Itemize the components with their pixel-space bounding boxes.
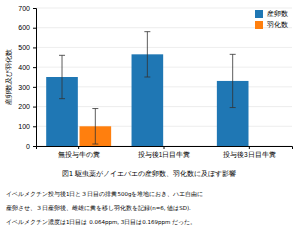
error-cap	[144, 77, 150, 78]
tick-label: 500	[18, 44, 30, 51]
note: イベルメクチン投与後1日と３日目の排糞500gを堆地におき、ハエ自由に	[6, 191, 204, 198]
y-tick: 600	[18, 24, 36, 31]
error-line	[147, 32, 148, 77]
tick-label: 投与後1日目牛糞	[137, 151, 191, 159]
bars	[46, 32, 248, 146]
legend-item: 産卵数	[255, 10, 288, 18]
tick-label: 700	[18, 5, 30, 12]
tick-label: 100	[18, 123, 30, 130]
note: イベルメクチン濃度は1日目は 0.064ppm, 3日目は0.169ppm だっ…	[6, 218, 196, 226]
error-bar	[92, 109, 98, 144]
error-cap	[59, 55, 65, 56]
legend-item: 羽化数	[255, 21, 288, 29]
y-tick: 300	[18, 84, 36, 91]
tick-label: 600	[18, 24, 30, 31]
y-tick: 100	[18, 123, 36, 130]
tick-mark	[33, 107, 36, 108]
tick-mark	[33, 146, 36, 147]
error-line	[62, 55, 63, 98]
legend-swatch	[255, 21, 263, 29]
error-line	[95, 109, 96, 144]
legend-label: 羽化数	[266, 21, 288, 29]
y-tick: 500	[18, 44, 36, 51]
error-cap	[230, 107, 236, 108]
x-axis: 無投与牛の糞 投与後1日目牛糞 投与後3日目牛糞	[37, 146, 293, 159]
tick-label: 400	[18, 64, 30, 71]
tick-label: 無投与牛の糞	[58, 151, 100, 159]
series	[79, 109, 111, 146]
error-bar	[144, 32, 150, 77]
tick-label: 300	[18, 84, 30, 91]
grid-line	[36, 67, 292, 68]
x-tick: 投与後3日目牛糞	[222, 146, 276, 159]
legend: 産卵数羽化数	[255, 10, 288, 29]
tick-label: 200	[18, 103, 30, 110]
x-tick: 投与後1日目牛糞	[137, 146, 191, 159]
tick-mark	[33, 47, 36, 48]
grid-line	[36, 8, 292, 9]
grid	[36, 8, 292, 146]
note: 産卵させ、３日産卵後、雌雄に糞を移し羽化数を記録(n=6, 値はSD).	[6, 204, 191, 211]
plot: 0 100 200 300 400 500 600 700 無投与牛の糞 投与後1日目牛糞 投与後3…	[18, 5, 292, 159]
grid-line	[36, 47, 292, 48]
tick-label: 0	[26, 143, 30, 150]
error-cap	[92, 144, 98, 145]
axis-line	[37, 147, 293, 150]
x-tick: 無投与牛の糞	[58, 146, 100, 159]
y-axis-label: 産卵数及び羽化数	[5, 49, 13, 105]
y-tick: 0	[26, 143, 36, 150]
tick-mark	[33, 67, 36, 68]
grid-line	[36, 27, 292, 28]
tick-label: 投与後3日目牛糞	[222, 151, 276, 159]
tick-mark	[78, 146, 79, 149]
y-tick: 200	[18, 103, 36, 110]
error-line	[232, 54, 233, 107]
series	[46, 32, 248, 146]
y-tick: 700	[18, 5, 36, 12]
error-cap	[92, 108, 98, 109]
error-cap	[144, 31, 150, 32]
tick-mark	[249, 146, 250, 149]
chart: 0 100 200 300 400 500 600 700 無投与牛の糞 投与後1日目牛糞 投与後3…	[0, 0, 298, 249]
legend-swatch	[255, 10, 263, 18]
tick-mark	[33, 126, 36, 127]
error-bar	[59, 55, 65, 98]
tick-mark	[33, 28, 36, 29]
y-tick: 400	[18, 64, 36, 71]
title: 図1 駆虫薬がノイエバエの産卵数、羽化数に及ぼす影響	[62, 170, 237, 178]
legend-label: 産卵数	[267, 10, 288, 18]
tick-mark	[33, 87, 36, 88]
error-cap	[59, 98, 65, 99]
error-cap	[230, 54, 236, 55]
axis-line	[33, 9, 37, 147]
tick-mark	[33, 8, 36, 9]
tick-mark	[164, 146, 165, 149]
y-axis: 0 100 200 300 400 500 600 700	[18, 5, 36, 150]
error-bar	[230, 54, 236, 107]
